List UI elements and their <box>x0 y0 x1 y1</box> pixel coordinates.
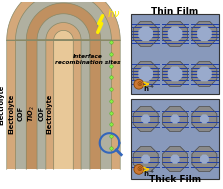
Text: Thin Film: Thin Film <box>151 7 199 16</box>
Text: COF: COF <box>18 106 24 121</box>
Polygon shape <box>138 27 153 41</box>
Polygon shape <box>133 21 158 46</box>
Polygon shape <box>168 67 182 81</box>
Polygon shape <box>168 27 182 41</box>
Text: h$^+$: h$^+$ <box>143 169 155 179</box>
Polygon shape <box>7 0 120 40</box>
Polygon shape <box>171 115 180 123</box>
Polygon shape <box>163 106 188 131</box>
Text: $h\nu$: $h\nu$ <box>107 7 120 19</box>
Polygon shape <box>168 67 182 81</box>
Bar <box>131 14 219 94</box>
Polygon shape <box>133 61 158 86</box>
Polygon shape <box>192 147 217 172</box>
Polygon shape <box>141 115 150 123</box>
Polygon shape <box>192 61 217 86</box>
Polygon shape <box>192 21 217 46</box>
Polygon shape <box>138 67 153 81</box>
Polygon shape <box>171 155 180 163</box>
Text: Interface
recombination sites: Interface recombination sites <box>55 54 121 65</box>
Polygon shape <box>26 3 101 40</box>
Polygon shape <box>171 155 180 163</box>
Polygon shape <box>200 115 209 123</box>
Text: COF: COF <box>38 106 44 121</box>
Polygon shape <box>163 21 188 46</box>
Polygon shape <box>7 40 120 169</box>
Text: h$^+$: h$^+$ <box>143 84 155 94</box>
Text: Thick Film: Thick Film <box>149 175 201 184</box>
Polygon shape <box>54 40 73 169</box>
Text: ⊗: ⊗ <box>136 81 142 87</box>
Polygon shape <box>197 67 212 81</box>
Polygon shape <box>197 27 212 41</box>
Polygon shape <box>197 67 212 81</box>
Text: Electrolyte: Electrolyte <box>0 85 5 125</box>
Circle shape <box>134 79 144 89</box>
Polygon shape <box>46 40 81 169</box>
Text: ⊗: ⊗ <box>136 166 142 172</box>
Text: Electrolyte: Electrolyte <box>8 93 14 134</box>
Polygon shape <box>133 106 158 131</box>
Polygon shape <box>197 27 212 41</box>
Polygon shape <box>141 155 150 163</box>
Polygon shape <box>200 155 209 163</box>
Polygon shape <box>163 61 188 86</box>
Polygon shape <box>46 22 81 40</box>
Polygon shape <box>200 155 209 163</box>
Polygon shape <box>138 67 153 81</box>
Polygon shape <box>141 115 150 123</box>
Polygon shape <box>54 30 73 40</box>
Polygon shape <box>200 115 209 123</box>
Polygon shape <box>133 147 158 172</box>
Polygon shape <box>37 40 90 169</box>
Polygon shape <box>16 0 112 40</box>
Polygon shape <box>26 40 101 169</box>
Polygon shape <box>141 155 150 163</box>
Polygon shape <box>171 115 180 123</box>
Text: TiO$_2$: TiO$_2$ <box>27 105 37 122</box>
Polygon shape <box>37 14 90 40</box>
Polygon shape <box>163 147 188 172</box>
Bar <box>131 99 219 179</box>
Text: Electrolyte: Electrolyte <box>47 93 53 134</box>
Polygon shape <box>138 27 153 41</box>
Polygon shape <box>168 27 182 41</box>
Circle shape <box>134 164 144 174</box>
Polygon shape <box>16 40 112 169</box>
Polygon shape <box>192 106 217 131</box>
